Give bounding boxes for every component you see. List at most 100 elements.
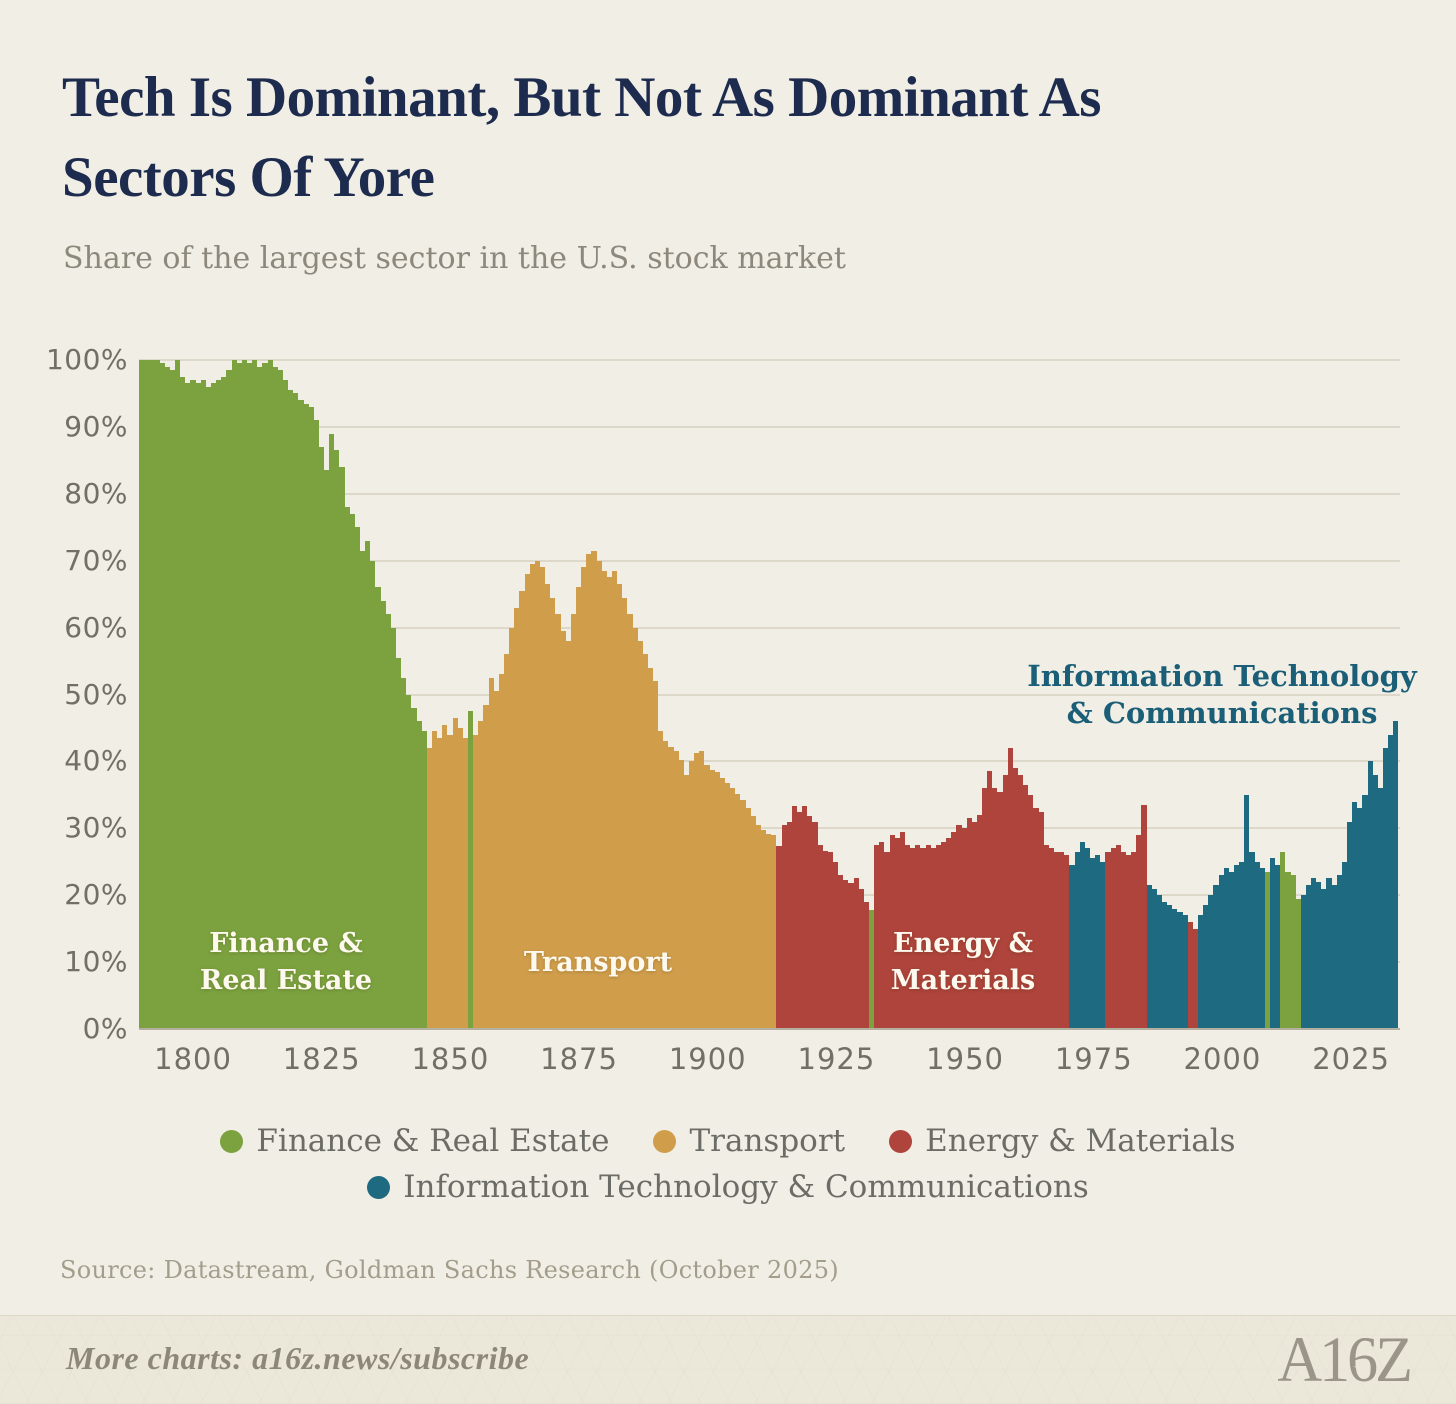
bar-1991	[1172, 908, 1178, 1029]
subscribe-link[interactable]: More charts: a16z.news/subscribe	[66, 1340, 530, 1376]
bar-1918	[797, 811, 803, 1029]
bar-1959	[1007, 748, 1013, 1029]
bar-1908	[745, 808, 751, 1029]
bar-1802	[200, 380, 206, 1029]
bar-1972	[1074, 851, 1080, 1029]
bar-1973	[1079, 841, 1085, 1029]
bar-1968	[1054, 851, 1060, 1029]
y-tick-80: 80%	[64, 476, 128, 510]
bar-1847	[432, 731, 438, 1029]
bar-1798	[180, 376, 186, 1029]
bar-1983	[1131, 851, 1137, 1029]
bar-1816	[272, 366, 278, 1029]
y-tick-50: 50%	[64, 677, 128, 711]
bar-1853	[462, 738, 468, 1029]
bar-2025-06	[1372, 774, 1378, 1029]
bar-2025-02	[1352, 801, 1358, 1029]
bar-1981	[1120, 851, 1126, 1029]
bar-1960	[1012, 768, 1019, 1029]
bar-1879	[596, 560, 602, 1029]
bar-1793	[154, 360, 160, 1029]
bar-1898	[694, 753, 700, 1029]
gridline-50	[139, 693, 1400, 696]
bar-1913	[771, 835, 777, 1029]
y-tick-60: 60%	[64, 610, 128, 644]
bar-1926	[838, 875, 844, 1029]
bar-1958	[1002, 774, 1008, 1029]
bar-1866	[529, 564, 535, 1029]
bar-1946	[940, 841, 947, 1029]
x-tick-1800: 1800	[154, 1042, 232, 1076]
bar-1795	[164, 366, 170, 1029]
bar-1902	[714, 772, 720, 1029]
bar-1867	[534, 560, 540, 1029]
bar-2016	[1300, 895, 1306, 1029]
gridline-80	[139, 492, 1400, 495]
bar-1845	[421, 731, 427, 1029]
y-tick-70: 70%	[64, 543, 128, 577]
bar-2004	[1239, 861, 1245, 1029]
bar-1794	[159, 363, 165, 1029]
bar-1891	[658, 731, 664, 1029]
bar-1831	[349, 513, 355, 1029]
bar-1933	[874, 845, 880, 1029]
sector-label-transport: Transport	[523, 947, 673, 978]
bar-1830	[344, 507, 350, 1029]
bar-1964	[1033, 808, 1039, 1029]
bar-1994	[1187, 921, 1193, 1029]
bar-1846	[426, 748, 433, 1029]
bar-2005	[1244, 794, 1250, 1029]
footer-band: More charts: a16z.news/subscribe A1 6 ✦ Z	[0, 1315, 1456, 1404]
transport-dot-icon	[653, 1129, 677, 1153]
bar-1806	[221, 376, 227, 1029]
bar-1976	[1095, 855, 1101, 1029]
bar-1939	[904, 845, 911, 1029]
bar-1835	[370, 560, 376, 1029]
bar-1998	[1208, 895, 1214, 1029]
bar-1992	[1177, 911, 1183, 1029]
bar-2018	[1311, 878, 1317, 1029]
x-tick-1925: 1925	[797, 1042, 876, 1076]
gridline-40	[139, 760, 1400, 763]
y-tick-100: 100%	[45, 343, 128, 376]
bar-1985	[1141, 804, 1147, 1029]
bar-1805	[216, 380, 222, 1029]
bar-1928	[848, 883, 854, 1029]
bar-2019	[1316, 881, 1322, 1029]
bar-1945	[935, 845, 941, 1029]
bar-1927	[843, 880, 849, 1029]
sector-label-finance: Finance & Real Estate	[199, 928, 373, 996]
bar-1822	[303, 403, 309, 1029]
bar-1887	[637, 640, 643, 1029]
bar-1950	[961, 828, 967, 1029]
bar-1854	[468, 711, 474, 1029]
bar-2014	[1290, 875, 1296, 1029]
bar-1965	[1038, 811, 1044, 1029]
bar-1886	[632, 627, 638, 1029]
bar-1923	[822, 851, 828, 1029]
bar-1838	[385, 614, 391, 1029]
bar-1844	[416, 721, 422, 1029]
bar-2012	[1280, 851, 1286, 1029]
bar-2025-03	[1357, 808, 1363, 1029]
bar-1938	[899, 831, 905, 1029]
bar-1808	[231, 360, 237, 1029]
bar-1796	[169, 370, 175, 1029]
bar-1901	[709, 770, 715, 1029]
bar-1955	[987, 771, 993, 1029]
footer-ornament-pattern	[0, 1316, 1456, 1404]
bar-1949	[956, 824, 962, 1029]
bar-2025-07	[1377, 788, 1384, 1029]
legend: Finance & Real Estate Transport Energy &…	[0, 1118, 1456, 1210]
bar-1885	[627, 614, 633, 1029]
bar-1893	[668, 746, 674, 1029]
bar-1812	[252, 360, 258, 1029]
finance-dot-icon	[220, 1129, 244, 1153]
bar-1953	[976, 814, 983, 1029]
bar-1875	[575, 587, 582, 1029]
bar-1876	[581, 567, 587, 1029]
bar-1977	[1100, 861, 1106, 1029]
bar-1851	[452, 717, 458, 1029]
bar-1862	[509, 627, 515, 1029]
bar-2022	[1331, 885, 1337, 1029]
